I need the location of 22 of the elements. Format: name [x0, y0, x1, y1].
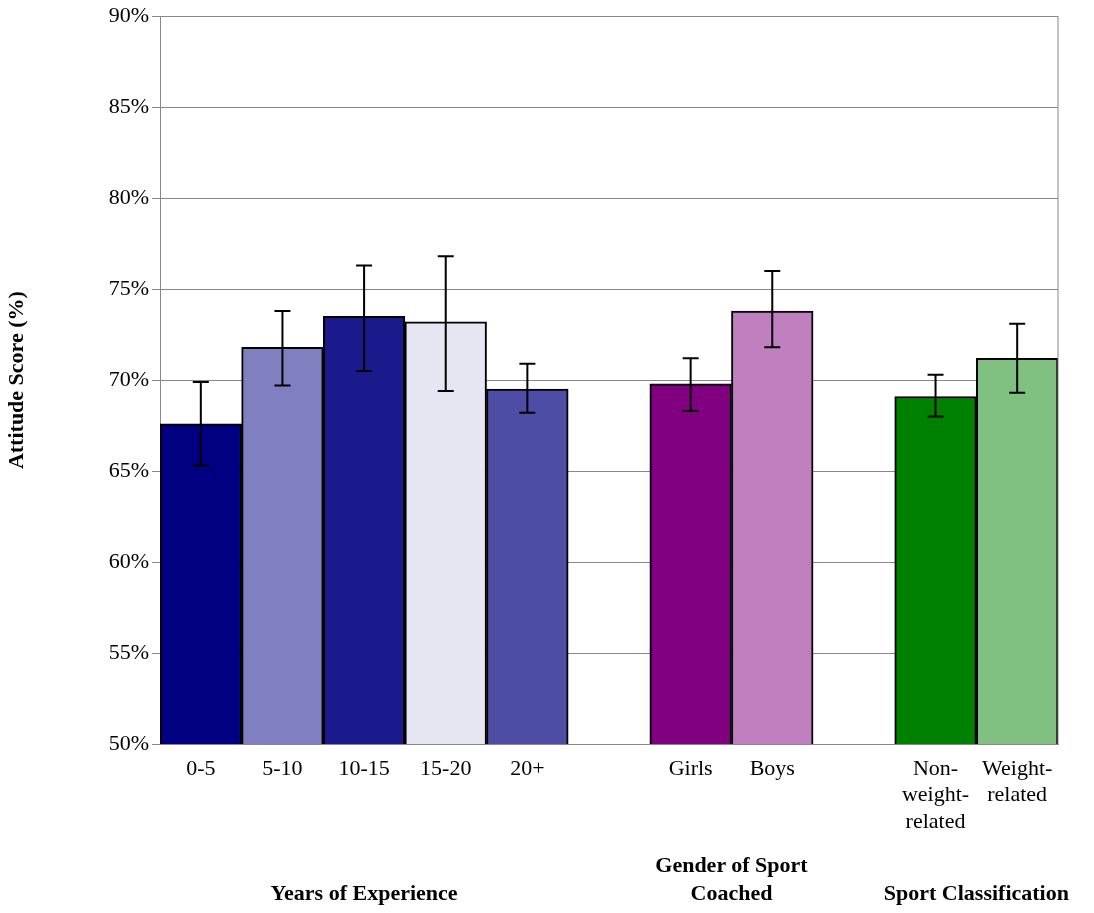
x-tick-label: Weight-related	[982, 754, 1053, 807]
x-tick-label: Non-weight-related	[901, 754, 970, 833]
y-tick-label: 60%	[108, 547, 149, 573]
x-tick-label: 20+	[510, 754, 545, 780]
x-tick-label: Girls	[668, 754, 713, 780]
y-tick-label: 90%	[108, 1, 149, 27]
text: Gender of Sport Coached	[655, 852, 809, 905]
x-tick-label: 10-15	[338, 754, 390, 780]
text: Years of Experience	[270, 880, 458, 905]
text: Sport Classification	[883, 880, 1069, 905]
x-tick-label: 15-20	[420, 754, 472, 780]
y-tick-label: 75%	[108, 274, 149, 300]
y-tick-label: 85%	[108, 92, 149, 118]
y-axis-title: Attitude Score (%)	[2, 291, 28, 470]
x-tick-label: Boys	[749, 754, 795, 780]
y-tick-label: 70%	[108, 365, 149, 391]
y-tick-label: 55%	[108, 638, 149, 664]
y-tick-label: 50%	[108, 729, 149, 755]
x-tick-label: 0-5	[186, 754, 216, 780]
y-tick-label: 65%	[108, 456, 149, 482]
x-tick-label: 5-10	[262, 754, 303, 780]
y-tick-label: 80%	[108, 183, 149, 209]
